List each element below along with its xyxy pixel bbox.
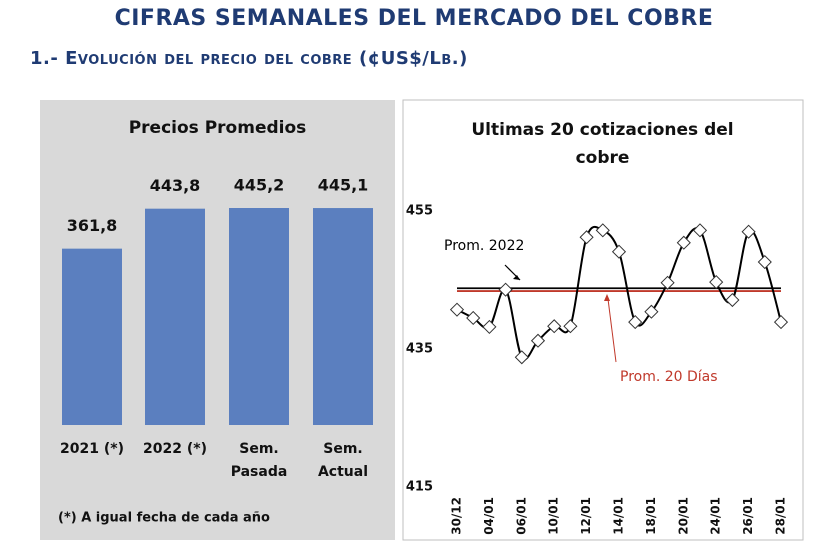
point-marker (709, 274, 724, 290)
x-tick-label: 10/01 (547, 497, 561, 535)
annotation-arrowhead (513, 275, 520, 280)
point-marker (514, 350, 529, 365)
x-tick-label: Sem. Pasada (230, 441, 288, 480)
point-marker (466, 310, 481, 326)
point-marker (498, 282, 513, 297)
value-label: 445,1 (318, 176, 369, 195)
x-tick-label: 20/01 (676, 497, 690, 535)
value-label: 361,8 (67, 216, 118, 235)
page-title: CIFRAS SEMANALES DEL MERCADO DEL COBRE (114, 6, 714, 31)
x-tick-label: 12/01 (579, 497, 593, 535)
reference-label: Prom. 2022 (444, 238, 524, 254)
y-tick-label: 455 (406, 204, 433, 219)
bar (145, 208, 205, 425)
line-panel (402, 99, 804, 541)
point-marker (741, 224, 756, 239)
point-marker (660, 275, 675, 290)
value-label: 443,8 (150, 176, 201, 195)
x-tick-label: 04/01 (482, 497, 496, 535)
annotation-arrowhead (604, 294, 610, 301)
point-marker (482, 319, 497, 334)
point-marker (644, 304, 659, 319)
x-tick-label: 18/01 (644, 497, 658, 535)
bar (229, 208, 289, 425)
x-tick-label: 2021 (*) (60, 441, 124, 457)
point-marker (757, 254, 772, 270)
chart-title: Ultimas 20 cotizaciones del cobre (471, 120, 734, 168)
x-tick-label: 24/01 (709, 497, 723, 535)
page-subtitle: 1.- Evolución del precio del cobre (¢US$… (30, 48, 468, 69)
chart-title: Precios Promedios (128, 118, 307, 138)
x-tick-label: 30/12 (450, 497, 464, 535)
x-tick-label: 14/01 (612, 497, 626, 535)
point-marker (563, 319, 578, 334)
x-tick-label: 06/01 (514, 497, 528, 535)
y-tick-label: 435 (406, 342, 433, 357)
x-tick-label: 28/01 (774, 497, 788, 535)
point-marker (449, 302, 465, 317)
point-marker (595, 223, 610, 238)
point-marker (579, 230, 594, 245)
note: (*) A igual fecha de cada año (58, 511, 270, 526)
x-tick-label: Sem. Actual (317, 441, 369, 480)
value-label: 445,2 (234, 176, 285, 195)
reference-label: Prom. 20 Días (620, 369, 718, 385)
point-marker (676, 235, 691, 250)
point-marker (692, 223, 708, 238)
bar (313, 208, 373, 425)
bar (62, 248, 122, 425)
x-tick-label: 2022 (*) (143, 441, 207, 457)
annotation-arrow (607, 298, 617, 363)
point-marker (547, 319, 562, 334)
y-tick-label: 415 (406, 480, 433, 495)
point-marker (611, 244, 627, 259)
point-marker (773, 315, 789, 330)
point-marker (628, 315, 643, 330)
point-marker (725, 292, 740, 308)
x-tick-label: 26/01 (741, 497, 755, 535)
point-marker (530, 333, 546, 348)
